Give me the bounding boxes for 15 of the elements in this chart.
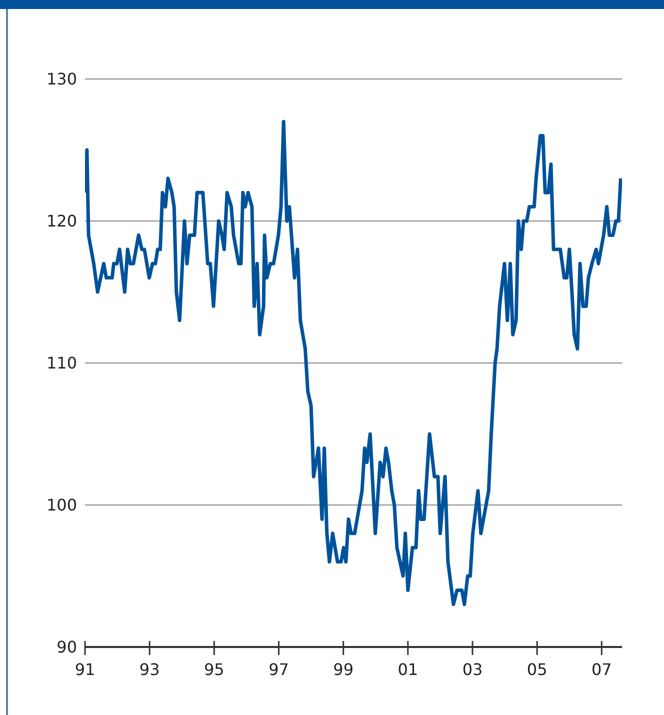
x-tick-label: 99 <box>333 660 354 679</box>
y-tick-label: 90 <box>56 638 77 657</box>
y-tick-label: 100 <box>46 496 77 515</box>
x-tick-label: 03 <box>462 660 483 679</box>
x-tick-label: 07 <box>591 660 612 679</box>
x-tick-label: 95 <box>204 660 224 679</box>
x-tick-label: 05 <box>526 660 548 679</box>
y-tick-label: 110 <box>46 354 77 373</box>
line-series <box>85 120 622 606</box>
y-tick-label: 130 <box>46 70 77 89</box>
x-tick-label: 91 <box>74 660 96 679</box>
x-tick-label: 97 <box>268 660 289 679</box>
x-tick-label: 01 <box>398 660 418 679</box>
y-tick-label: 120 <box>46 212 77 231</box>
x-tick-label: 93 <box>139 660 160 679</box>
